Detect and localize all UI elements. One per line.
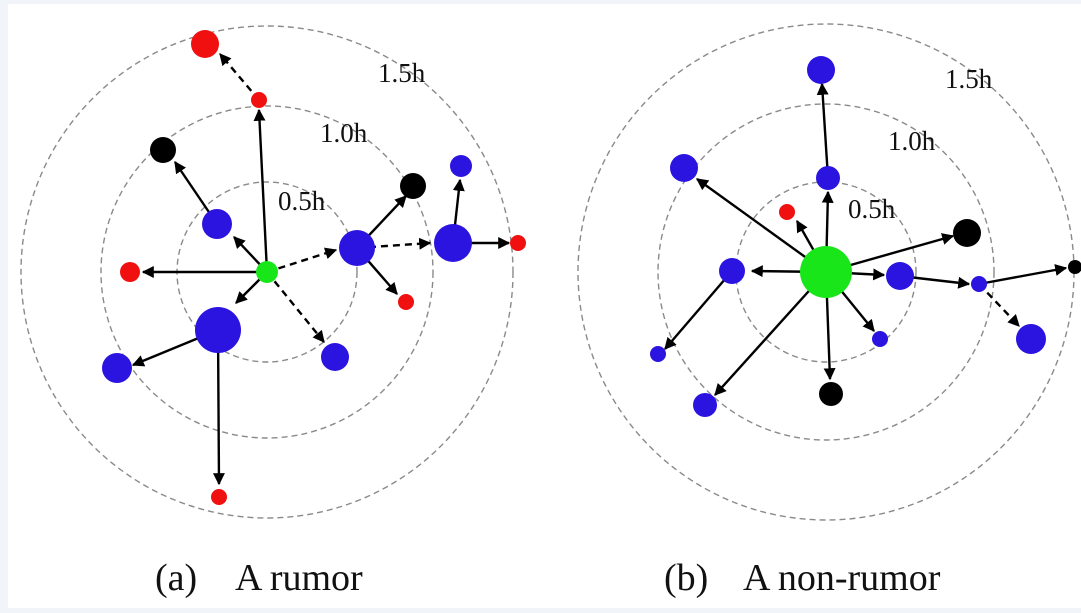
blue-node	[1016, 324, 1046, 354]
black-node	[819, 382, 843, 406]
edge	[219, 53, 260, 101]
diagram-b-caption-text: A non-rumor	[743, 557, 941, 599]
edge	[978, 264, 1068, 286]
diagram-b-ring-label-1-0h: 1.0h	[888, 126, 936, 156]
blue-node	[195, 307, 241, 353]
edge	[696, 178, 827, 273]
propagation-figure: 0.5h 1.0h 1.5h	[20, 23, 1081, 599]
blue-node	[202, 209, 232, 239]
red-node	[120, 262, 140, 282]
diagram-a-ring-1-5h	[20, 25, 514, 519]
red-node	[398, 294, 414, 310]
red-node	[191, 30, 219, 58]
blue-node	[434, 224, 472, 262]
black-node	[400, 173, 426, 199]
blue-node	[807, 56, 835, 84]
blue-node	[321, 343, 349, 371]
edge	[266, 271, 325, 343]
blue-node	[886, 262, 914, 290]
black-node	[1068, 260, 1081, 274]
red-node	[779, 204, 795, 220]
black-node	[150, 137, 176, 163]
source-node	[256, 261, 278, 283]
edge	[253, 108, 269, 273]
edge	[664, 270, 733, 350]
blue-node	[971, 276, 987, 292]
blue-node	[693, 393, 717, 417]
source-node	[800, 246, 852, 298]
diagram-a-caption-text: A rumor	[235, 557, 363, 599]
blue-node	[102, 353, 132, 383]
blue-node	[339, 230, 375, 266]
diagram-a-ring-1-0h	[100, 105, 434, 439]
red-node	[251, 92, 267, 108]
diagram-b-caption-tag: (b)	[664, 557, 708, 599]
edge	[816, 82, 830, 179]
diagram-a: 0.5h 1.0h 1.5h	[20, 25, 526, 599]
edge	[978, 283, 1020, 327]
diagram-b-ring-label-1-5h: 1.5h	[945, 64, 993, 94]
edge	[212, 329, 225, 486]
blue-node	[816, 166, 840, 190]
blue-node	[450, 155, 472, 177]
diagram-b-ring-1-0h	[657, 103, 995, 441]
black-node	[953, 219, 981, 247]
blue-node	[872, 331, 888, 347]
diagram-a-ring-label-1-0h: 1.0h	[320, 118, 368, 148]
diagram-a-nodes	[102, 30, 526, 505]
edge	[714, 271, 827, 396]
blue-node	[719, 258, 745, 284]
blue-node	[650, 346, 666, 362]
diagram-b-nodes	[650, 56, 1081, 417]
blue-node	[670, 154, 698, 182]
diagram-a-ring-label-1-5h: 1.5h	[378, 58, 426, 88]
red-node	[211, 489, 227, 505]
figure-canvas: 0.5h 1.0h 1.5h	[8, 4, 1081, 608]
diagram-b: 0.5h 1.0h 1.5h	[577, 23, 1081, 599]
diagram-b-edges	[664, 82, 1068, 396]
diagram-a-caption-tag: (a)	[155, 557, 197, 599]
red-node	[510, 235, 526, 251]
edge	[266, 247, 338, 274]
diagram-b-ring-label-0-5h: 0.5h	[848, 194, 896, 224]
diagram-a-ring-label-0-5h: 0.5h	[278, 186, 326, 216]
